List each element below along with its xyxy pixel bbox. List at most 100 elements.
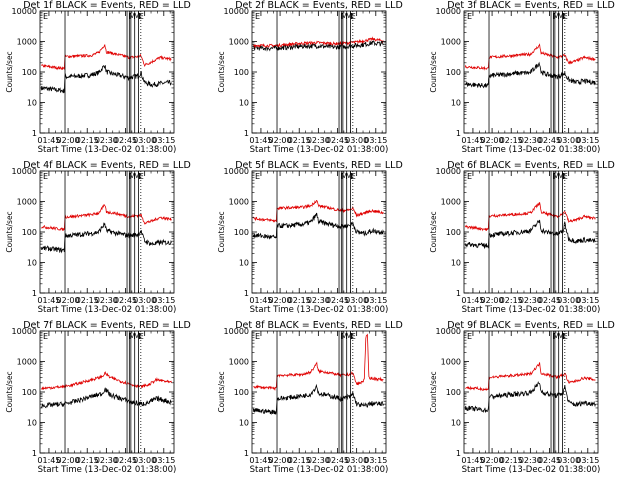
event-marker: E: [255, 12, 260, 21]
x-tick-label: 03:00: [557, 456, 580, 465]
x-tick-label: 02:30: [95, 456, 118, 465]
series-lld-line: [41, 204, 172, 231]
x-tick-label: 02:00: [57, 456, 80, 465]
event-marker: M: [557, 172, 564, 181]
x-tick-label: 01:45: [461, 136, 484, 145]
x-tick-label: 02:45: [538, 136, 561, 145]
x-tick-label: 02:15: [288, 456, 311, 465]
y-tick-label: 10: [239, 419, 249, 428]
y-tick-label: 1: [244, 129, 249, 138]
x-tick-label: 03:00: [345, 456, 368, 465]
y-tick-label: 10000: [224, 7, 249, 16]
x-tick-label: 03:00: [345, 296, 368, 305]
y-tick-label: 1000: [17, 38, 37, 47]
y-axis-label: Counts/sec: [217, 371, 226, 412]
event-marker: M: [345, 332, 352, 341]
series-lld-line: [464, 43, 596, 71]
event-marker: M: [557, 12, 564, 21]
y-tick-label: 100: [234, 68, 249, 77]
x-tick-label: 01:45: [37, 296, 60, 305]
event-marker: M: [557, 332, 564, 341]
y-tick-label: 100: [234, 228, 249, 237]
event-marker: M: [133, 332, 140, 341]
y-tick-label: 1: [244, 289, 249, 298]
detector-panel-2: Det 2f BLACK = Events, RED = LLD Start Ti…: [217, 0, 403, 155]
panel-title: Det 5f BLACK = Events, RED = LLD: [235, 160, 403, 171]
x-tick-label: 02:30: [519, 136, 542, 145]
y-tick-label: 1000: [441, 38, 461, 47]
event-marker: M: [133, 12, 140, 21]
y-tick-label: 1: [244, 449, 249, 458]
x-tick-label: 02:45: [114, 296, 137, 305]
y-tick-label: 10000: [224, 167, 249, 176]
x-tick-label: 03:00: [557, 296, 580, 305]
x-tick-label: 02:30: [95, 136, 118, 145]
panel-title: Det 1f BLACK = Events, RED = LLD: [23, 0, 191, 11]
x-tick-label: 01:45: [249, 456, 272, 465]
x-tick-label: 03:15: [364, 456, 387, 465]
event-marker: M: [129, 172, 136, 181]
panel-title: Det 7f BLACK = Events, RED = LLD: [23, 320, 191, 331]
x-tick-label: 02:30: [307, 296, 330, 305]
x-tick-label: 02:00: [269, 296, 292, 305]
y-tick-label: 10000: [12, 167, 37, 176]
event-marker: M: [341, 12, 348, 21]
event-marker: E: [43, 332, 48, 341]
y-tick-label: 10: [27, 99, 37, 108]
x-axis-label: Start Time (13-Dec-02 01:38:00): [38, 305, 177, 315]
y-tick-label: 10000: [12, 327, 37, 336]
x-axis-label: Start Time (13-Dec-02 01:38:00): [250, 145, 389, 155]
event-marker: E: [467, 172, 472, 181]
series-events-line: [464, 219, 596, 250]
series-lld-line: [41, 371, 172, 391]
y-tick-label: 1: [456, 129, 461, 138]
series-events-line: [40, 222, 172, 254]
event-marker: E: [563, 172, 568, 181]
event-marker: E: [139, 172, 144, 181]
detector-panel-6: Det 6f BLACK = Events, RED = LLD Start Ti…: [429, 160, 615, 315]
event-marker: M: [553, 12, 560, 21]
y-axis-label: Counts/sec: [429, 51, 438, 92]
event-marker: M: [553, 332, 560, 341]
y-tick-label: 1: [456, 289, 461, 298]
series-events-line: [40, 65, 172, 94]
y-tick-label: 10: [239, 99, 249, 108]
x-tick-label: 02:45: [326, 136, 349, 145]
plot-area: E MME: [252, 331, 384, 453]
y-tick-label: 1000: [441, 198, 461, 207]
x-tick-label: 02:45: [538, 296, 561, 305]
event-marker: E: [351, 12, 356, 21]
plot-frame: [251, 330, 387, 454]
x-tick-label: 02:15: [76, 136, 99, 145]
plot-area: E MME: [252, 171, 384, 293]
series-events-line: [40, 387, 172, 409]
y-tick-label: 10: [451, 419, 461, 428]
event-marker: M: [129, 12, 136, 21]
y-tick-label: 1: [32, 129, 37, 138]
y-tick-label: 10000: [12, 7, 37, 16]
series-lld-line: [252, 36, 384, 49]
x-tick-label: 02:15: [288, 136, 311, 145]
y-axis-label: Counts/sec: [5, 371, 14, 412]
x-tick-label: 02:30: [519, 456, 542, 465]
x-tick-label: 03:00: [133, 296, 156, 305]
event-marker: M: [345, 172, 352, 181]
x-tick-label: 02:00: [57, 296, 80, 305]
x-tick-label: 02:15: [500, 456, 523, 465]
x-tick-label: 02:00: [269, 136, 292, 145]
event-marker: M: [553, 172, 560, 181]
detector-panel-9: Det 9f BLACK = Events, RED = LLD Start Ti…: [429, 320, 615, 475]
y-tick-label: 100: [234, 388, 249, 397]
event-marker: E: [351, 332, 356, 341]
series-events-line: [252, 383, 384, 416]
series-lld-line: [465, 362, 596, 392]
x-tick-label: 03:15: [364, 136, 387, 145]
panel-title: Det 3f BLACK = Events, RED = LLD: [447, 0, 615, 11]
y-tick-label: 1000: [229, 358, 249, 367]
series-events-line: [465, 61, 596, 89]
y-tick-label: 1000: [441, 358, 461, 367]
x-tick-label: 01:45: [249, 296, 272, 305]
series-events-line: [252, 212, 384, 240]
x-tick-label: 02:00: [269, 456, 292, 465]
